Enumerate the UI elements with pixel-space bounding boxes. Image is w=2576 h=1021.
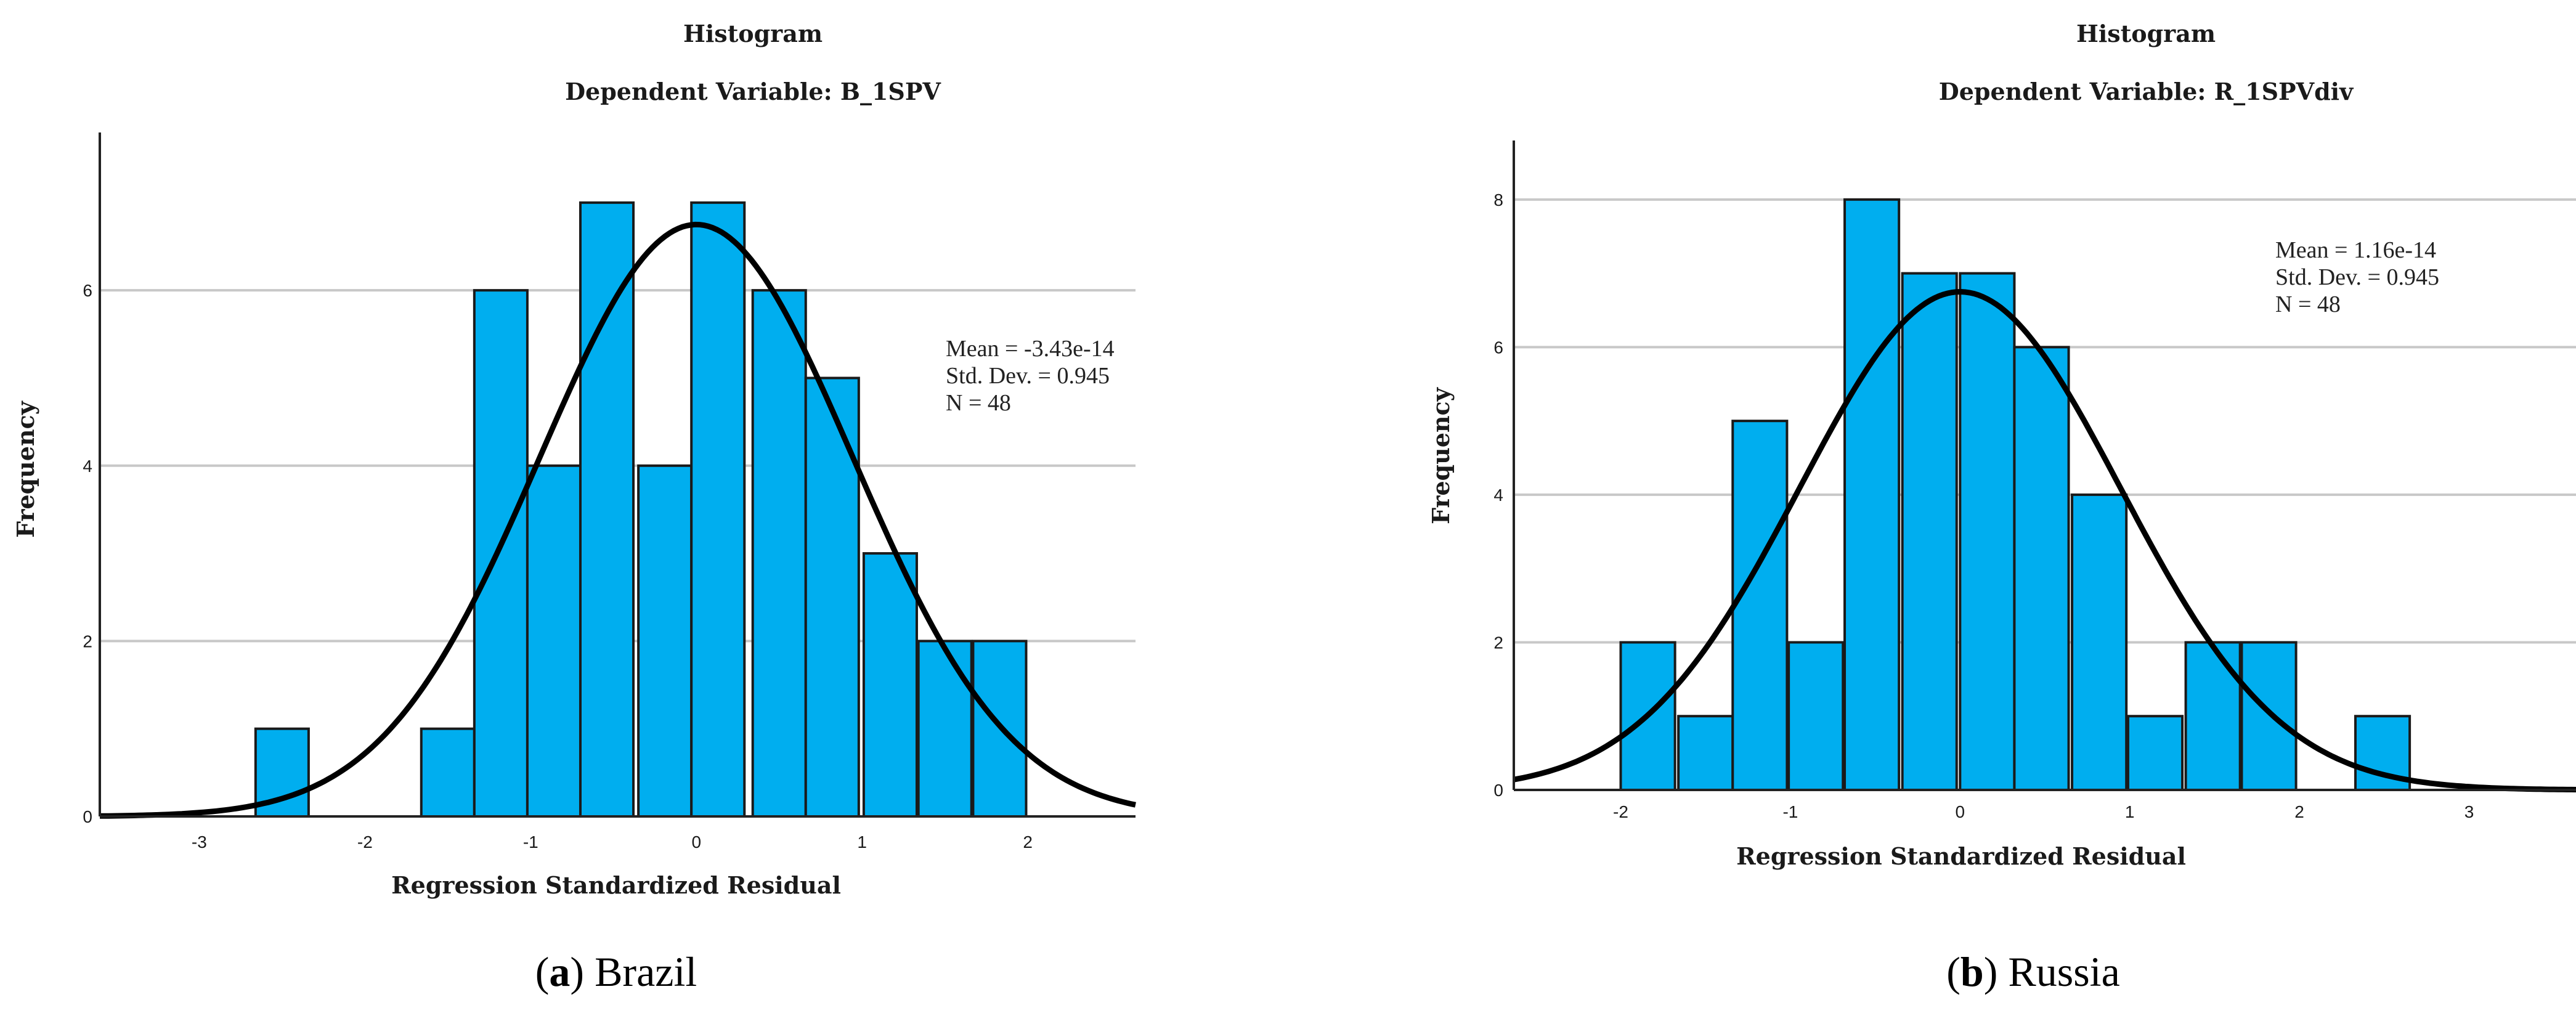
chart-title: Histogram bbox=[683, 20, 823, 47]
x-tick-label: -2 bbox=[1613, 802, 1628, 821]
y-tick-label: 0 bbox=[83, 807, 92, 826]
x-tick-label: 2 bbox=[2294, 802, 2304, 821]
histogram-bar bbox=[2071, 493, 2128, 792]
x-tick-label: 2 bbox=[1023, 832, 1033, 852]
histogram-bar bbox=[751, 289, 807, 818]
histogram-bar bbox=[2240, 641, 2298, 792]
histogram-bar bbox=[2354, 715, 2411, 792]
panel-brazil: Histogram Dependent Variable: B_1SPV -3-… bbox=[12, 20, 1136, 995]
y-tick-label: 8 bbox=[1493, 190, 1503, 209]
stats-mean: Mean = -3.43e-14 bbox=[946, 336, 1115, 362]
histogram-bar bbox=[917, 640, 973, 818]
axes bbox=[99, 132, 1136, 818]
x-axis-title: Regression Standardized Residual bbox=[391, 871, 841, 899]
x-tick-label: 1 bbox=[2125, 802, 2135, 821]
x-axis-title: Regression Standardized Residual bbox=[1736, 842, 2186, 870]
stats-std-dev: Std. Dev. = 0.945 bbox=[946, 363, 1110, 389]
caption-russia: (b) Russia bbox=[1946, 948, 2120, 995]
x-tick-label: -2 bbox=[357, 832, 373, 852]
y-tick-labels: 0 2 4 6 bbox=[83, 281, 92, 826]
stats-std-dev: Std. Dev. = 0.945 bbox=[2275, 264, 2439, 290]
y-axis-title: Frequency bbox=[12, 401, 39, 538]
y-tick-label: 0 bbox=[1493, 781, 1503, 800]
y-axis-title: Frequency bbox=[1427, 387, 1455, 524]
histogram-bar bbox=[1901, 272, 1958, 792]
histogram-bar bbox=[1731, 420, 1789, 791]
x-tick-label: -3 bbox=[192, 832, 207, 852]
histogram-bar bbox=[1959, 272, 2016, 792]
caption-brazil: (a) Brazil bbox=[535, 948, 697, 995]
caption-text: Russia bbox=[2008, 948, 2119, 995]
histogram-bar bbox=[862, 552, 918, 818]
x-tick-label: -1 bbox=[523, 832, 538, 852]
histogram-bar bbox=[804, 376, 860, 818]
x-tick-label: -1 bbox=[1782, 802, 1798, 821]
histogram-bar bbox=[1787, 641, 1845, 792]
caption-letter: b bbox=[1960, 948, 1984, 995]
histogram-bar bbox=[690, 201, 746, 818]
y-tick-label: 2 bbox=[1493, 633, 1503, 652]
histogram-bar bbox=[579, 201, 635, 818]
y-tick-label: 6 bbox=[83, 281, 92, 300]
y-tick-label: 6 bbox=[1493, 338, 1503, 357]
histogram-bar bbox=[1677, 715, 1734, 792]
x-tick-label: 0 bbox=[1956, 802, 1965, 821]
y-tick-label: 4 bbox=[83, 457, 92, 476]
caption-text: Brazil bbox=[595, 948, 697, 995]
x-tick-labels: -2 -1 0 1 2 3 bbox=[1613, 802, 2474, 821]
chart-subtitle: Dependent Variable: B_1SPV bbox=[565, 78, 941, 105]
histogram-bar bbox=[526, 464, 582, 818]
histogram-bar bbox=[473, 289, 529, 818]
y-tick-label: 4 bbox=[1493, 486, 1503, 505]
stats-n: N = 48 bbox=[946, 390, 1011, 416]
panel-russia: Histogram Dependent Variable: R_1SPVdiv … bbox=[1427, 20, 2576, 995]
caption-letter: a bbox=[549, 948, 570, 995]
x-tick-label: 3 bbox=[2464, 802, 2474, 821]
axes bbox=[1513, 140, 2576, 791]
stats-box: Mean = 1.16e-14 Std. Dev. = 0.945 N = 48 bbox=[2275, 237, 2439, 317]
histogram-bar bbox=[1843, 198, 1901, 791]
histogram-bar bbox=[2126, 715, 2184, 792]
chart-subtitle: Dependent Variable: R_1SPVdiv bbox=[1939, 78, 2354, 105]
histogram-bar bbox=[2184, 641, 2241, 792]
x-tick-labels: -3 -2 -1 0 1 2 bbox=[192, 832, 1033, 852]
x-tick-label: 1 bbox=[857, 832, 867, 852]
y-tick-labels: 0 2 4 6 8 bbox=[1493, 190, 1503, 800]
histogram-bar bbox=[637, 464, 693, 818]
y-tick-label: 2 bbox=[83, 632, 92, 651]
normal-curve bbox=[1513, 288, 2576, 792]
histogram-bar bbox=[2013, 346, 2070, 791]
stats-box: Mean = -3.43e-14 Std. Dev. = 0.945 N = 4… bbox=[946, 336, 1115, 416]
chart-title: Histogram bbox=[2076, 20, 2216, 47]
normal-curve bbox=[99, 221, 1136, 819]
histogram-bar bbox=[420, 727, 476, 818]
histogram-bars bbox=[254, 201, 1028, 818]
x-tick-label: 0 bbox=[691, 832, 701, 852]
stats-n: N = 48 bbox=[2275, 291, 2341, 317]
stats-mean: Mean = 1.16e-14 bbox=[2275, 237, 2436, 263]
